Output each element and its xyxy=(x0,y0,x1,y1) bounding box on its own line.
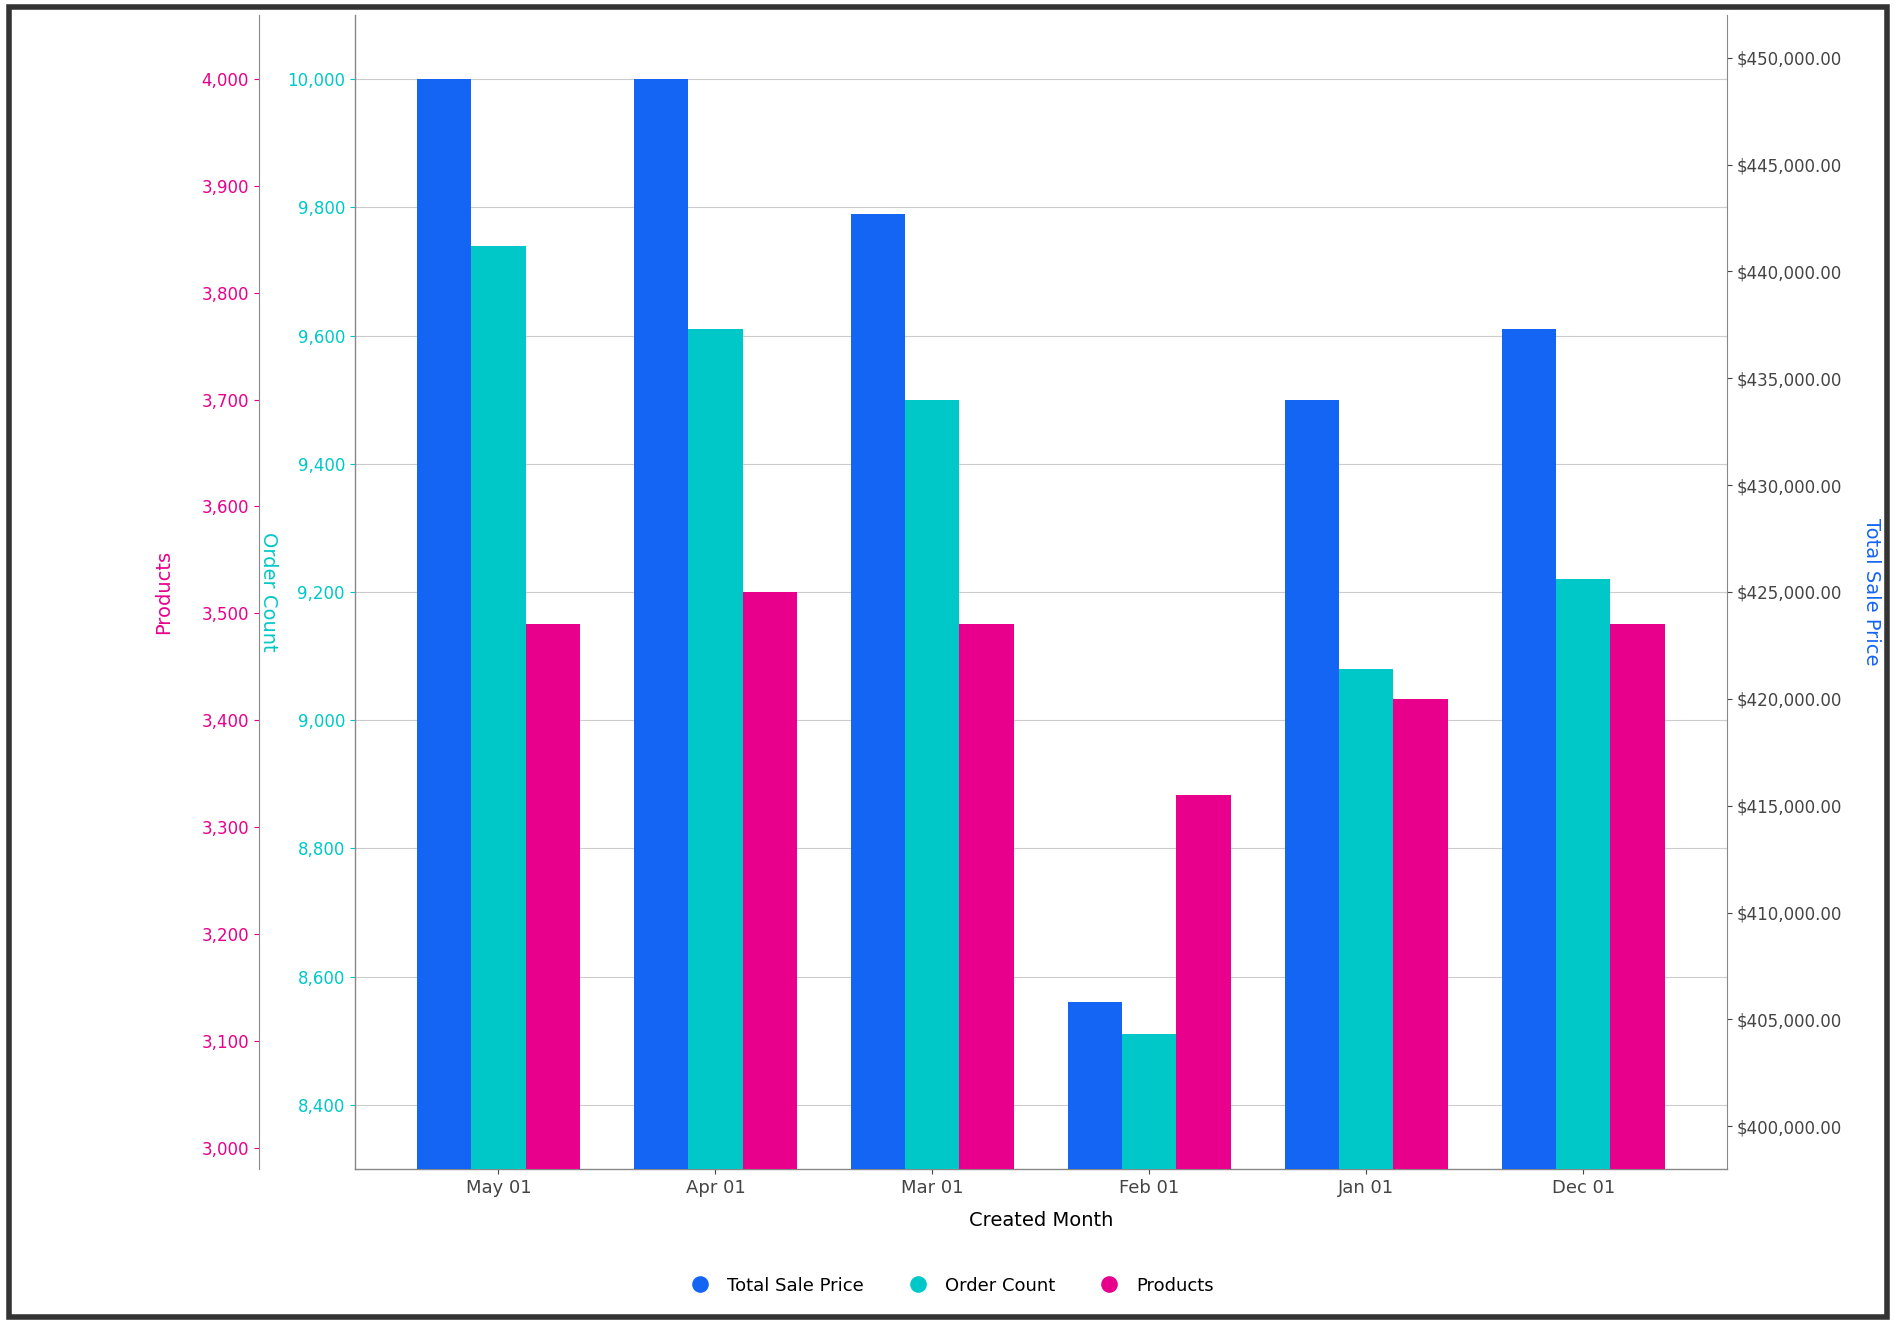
Y-axis label: Products: Products xyxy=(154,549,174,634)
Bar xyxy=(1067,1002,1122,1324)
Y-axis label: Order Count: Order Count xyxy=(260,532,279,651)
Y-axis label: Total Sale Price: Total Sale Price xyxy=(1862,518,1881,666)
Bar xyxy=(633,79,688,1324)
Bar xyxy=(1502,330,1557,1324)
Legend: Total Sale Price, Order Count, Products: Total Sale Price, Order Count, Products xyxy=(675,1270,1221,1301)
Bar xyxy=(851,213,904,1324)
Bar xyxy=(1339,669,1394,1324)
Bar xyxy=(1122,1034,1176,1324)
X-axis label: Created Month: Created Month xyxy=(969,1210,1113,1230)
Bar xyxy=(417,79,472,1324)
Bar xyxy=(525,624,580,1324)
Bar xyxy=(1285,400,1339,1324)
Bar xyxy=(1610,624,1665,1324)
Bar xyxy=(743,592,796,1324)
Bar xyxy=(904,400,959,1324)
Bar xyxy=(959,624,1014,1324)
Bar xyxy=(1557,579,1610,1324)
Bar xyxy=(688,330,743,1324)
Bar xyxy=(472,246,525,1324)
Bar xyxy=(1394,699,1449,1324)
Bar xyxy=(1176,794,1231,1324)
